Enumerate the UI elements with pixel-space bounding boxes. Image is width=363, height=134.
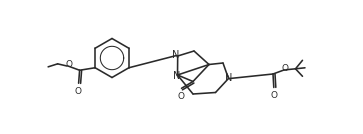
Text: O: O [75,87,82,96]
Text: O: O [177,92,184,101]
Text: O: O [65,60,72,69]
Text: N: N [225,73,233,83]
Text: O: O [270,91,277,100]
Text: N: N [173,71,180,81]
Text: O: O [281,64,288,73]
Text: N: N [172,50,179,60]
